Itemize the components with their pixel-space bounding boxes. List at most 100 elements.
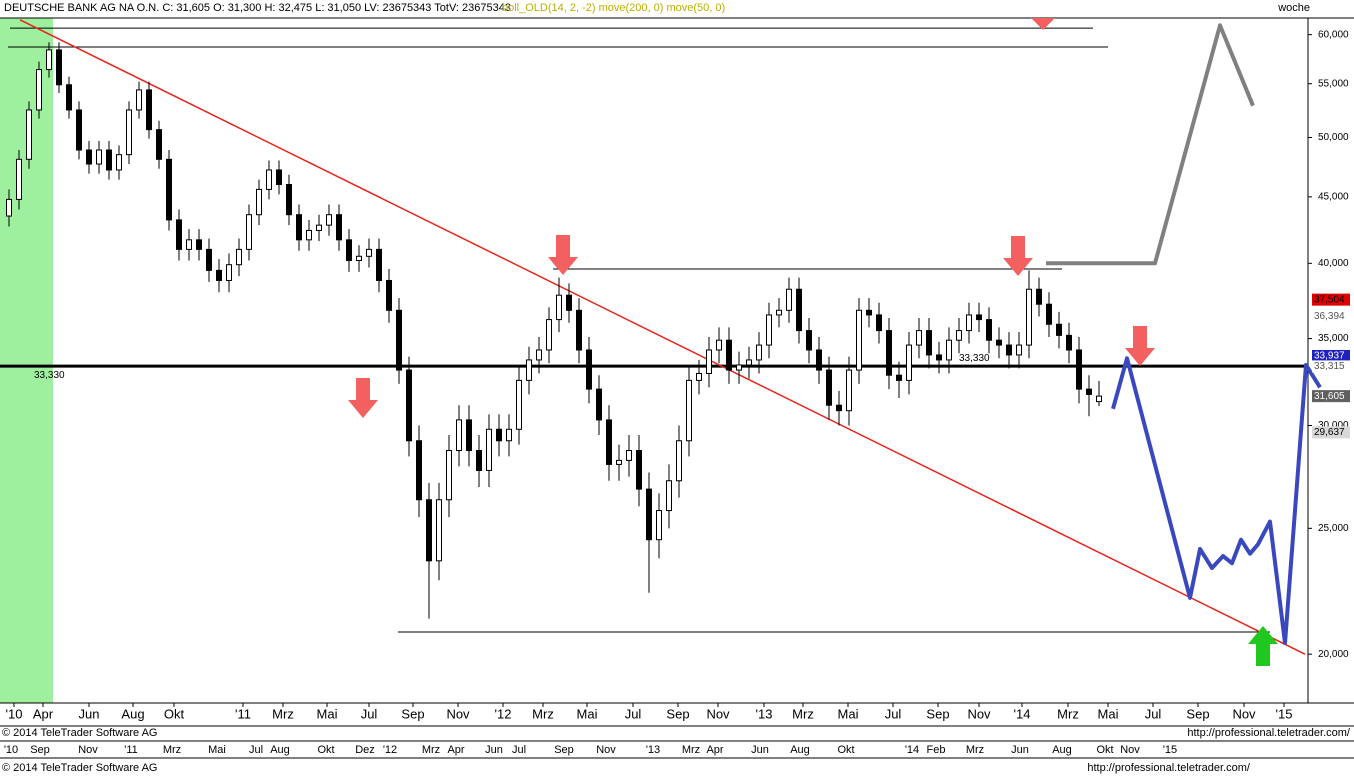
candle-body	[476, 449, 482, 471]
buy-arrow	[1248, 626, 1278, 666]
candle-body	[566, 294, 572, 311]
candle-body	[886, 330, 892, 376]
candle-body	[186, 239, 192, 250]
x-tick-label: Nov	[446, 706, 470, 721]
trend-line	[19, 19, 1306, 655]
candle-body	[356, 255, 362, 261]
x-tick-label: Apr	[33, 706, 54, 721]
candle-body	[216, 269, 222, 281]
candle-body	[656, 510, 662, 541]
overview-label: Nov	[1120, 744, 1140, 756]
candle-body	[466, 419, 472, 451]
sell-arrow	[348, 378, 378, 418]
price-marker	[1312, 360, 1350, 373]
y-tick-label: 25,000	[1318, 523, 1349, 534]
candle-body	[766, 314, 772, 346]
overview-label: Okt	[317, 744, 334, 756]
overview-label: Mrz	[966, 744, 984, 756]
x-tick-label: Jul	[885, 706, 902, 721]
candle-body	[666, 480, 672, 512]
sell-arrow	[1003, 236, 1033, 276]
candle-body	[246, 214, 252, 250]
price-marker-label: 36,394	[1314, 311, 1345, 322]
candle-body	[736, 364, 742, 371]
candle-body	[976, 314, 982, 321]
overview-label: Mrz	[163, 744, 181, 756]
candle-body	[1096, 395, 1102, 403]
x-tick-label: Sep	[926, 706, 949, 721]
candle-body	[1006, 344, 1012, 356]
overview-label: Sep	[30, 744, 50, 756]
overview-label: '15	[1163, 744, 1177, 756]
candle-body	[176, 219, 182, 250]
candle-body	[986, 319, 992, 341]
overview-label: Okt	[1096, 744, 1113, 756]
overview-label: Jun	[485, 744, 503, 756]
candle-body	[556, 294, 562, 321]
x-tick-label: Nov	[967, 706, 991, 721]
overview-label: Mai	[208, 744, 226, 756]
period: woche	[1277, 2, 1310, 14]
x-tick-label: Jul	[1145, 706, 1162, 721]
x-tick-label: Nov	[706, 706, 730, 721]
candle-body	[896, 374, 902, 381]
candle-body	[906, 344, 912, 381]
candle-body	[286, 183, 292, 216]
x-tick-label: Mrz	[532, 706, 554, 721]
candle-body	[376, 248, 382, 281]
candle-body	[1076, 349, 1082, 390]
x-tick-label: Mrz	[272, 706, 294, 721]
price-marker	[1312, 293, 1350, 306]
candle-body	[306, 229, 312, 241]
x-tick-label: Mrz	[792, 706, 814, 721]
candle-body	[996, 339, 1002, 346]
overview-label: Mrz	[422, 744, 440, 756]
price-marker-label: 33,315	[1314, 361, 1345, 372]
x-tick-label: Sep	[666, 706, 689, 721]
overview-label: Okt	[837, 744, 854, 756]
candle-body	[206, 248, 212, 271]
candle-body	[496, 428, 502, 442]
overview-label: '12	[383, 744, 397, 756]
candle-body	[576, 309, 582, 351]
chart-title: DEUTSCHE BANK AG NA O.N. C: 31,605 O: 31…	[4, 2, 511, 14]
candle-body	[586, 349, 592, 390]
y-tick-label: 55,000	[1318, 78, 1349, 89]
candle-body	[816, 349, 822, 371]
indicators: boll_OLD(14, 2, -2) move(200, 0) move(50…	[502, 2, 725, 14]
candle-body	[636, 449, 642, 490]
x-tick-label: Mrz	[1057, 706, 1079, 721]
overview-label: Aug	[790, 744, 810, 756]
candle-body	[506, 428, 512, 442]
footer-left: © 2014 TeleTrader Software AG	[2, 762, 157, 774]
candle-body	[1026, 288, 1032, 346]
candle-body	[76, 109, 82, 151]
overview-label: Aug	[1052, 744, 1072, 756]
overview-label: Apr	[706, 744, 723, 756]
x-tick-label: Jun	[79, 706, 100, 721]
candle-body	[746, 359, 752, 366]
candle-body	[446, 449, 452, 501]
x-tick-label: '12	[495, 706, 512, 721]
overview-label: Apr	[447, 744, 464, 756]
overview-label: Jun	[1011, 744, 1029, 756]
candle-body	[426, 499, 432, 562]
candle-body	[1086, 388, 1092, 395]
x-tick-label: Mai	[317, 706, 338, 721]
candle-body	[956, 330, 962, 341]
x-tick-label: Mai	[838, 706, 859, 721]
candle-body	[696, 372, 702, 381]
overview-label: Nov	[596, 744, 616, 756]
footer-right: http://professional.teletrader.com/	[1087, 762, 1251, 774]
x-tick-label: '15	[1276, 706, 1293, 721]
x-tick-label: '14	[1014, 706, 1031, 721]
overview-label: Jul	[512, 744, 526, 756]
candle-body	[456, 419, 462, 451]
x-tick-label: Sep	[401, 706, 424, 721]
x-tick-label: Jul	[625, 706, 642, 721]
candle-body	[776, 309, 782, 316]
overview-label: Nov	[78, 744, 98, 756]
trend-line	[1111, 356, 1322, 645]
candle-body	[226, 264, 232, 281]
candle-body	[706, 349, 712, 374]
